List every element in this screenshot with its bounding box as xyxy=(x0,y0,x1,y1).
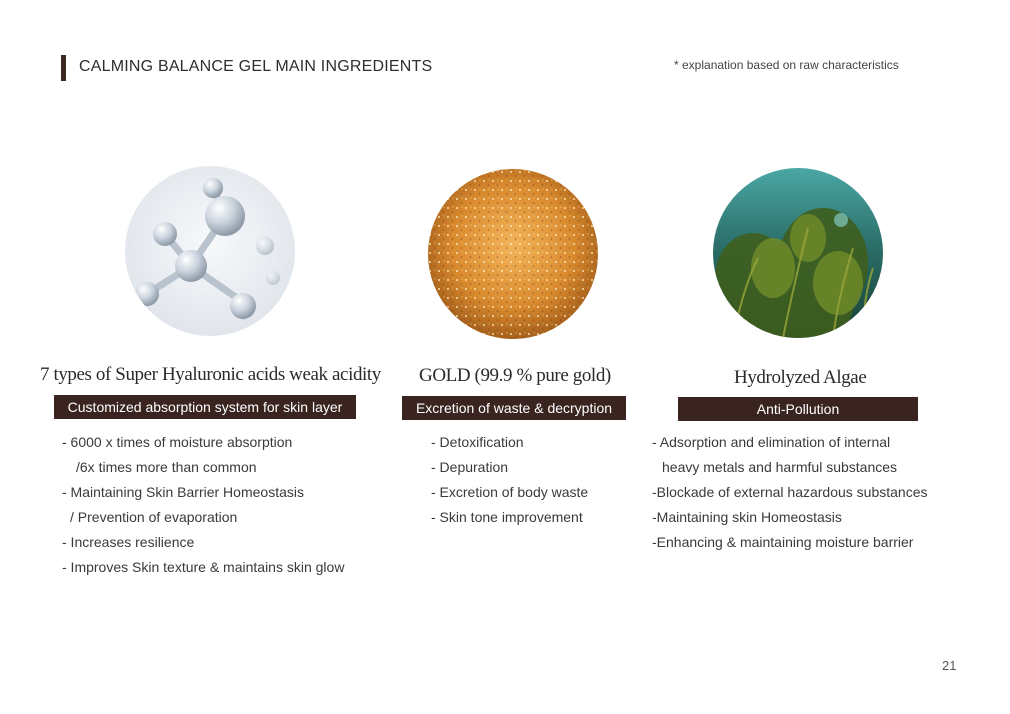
ingredient-heading-algae: Hydrolyzed Algae xyxy=(734,367,867,388)
bullet-item: - Skin tone improvement xyxy=(431,509,583,525)
ingredient-heading-gold: GOLD (99.9 % pure gold) xyxy=(419,365,611,386)
bullet-item: -Enhancing & maintaining moisture barrie… xyxy=(652,534,914,550)
page-number: 21 xyxy=(942,658,957,673)
bullet-item: / Prevention of evaporation xyxy=(70,509,238,525)
bullet-item: - Detoxification xyxy=(431,434,524,450)
ingredient-badge-gold: Excretion of waste & decryption xyxy=(402,396,626,420)
ingredient-bullets-hyaluronic: - 6000 x times of moisture absorption /6… xyxy=(62,430,344,580)
title-accent-bar xyxy=(61,55,66,81)
ingredient-bullets-gold: - Detoxification - Depuration - Excretio… xyxy=(431,430,588,530)
bullet-item: - Maintaining Skin Barrier Homeostasis xyxy=(62,484,304,500)
page-title: CALMING BALANCE GEL MAIN INGREDIENTS xyxy=(79,58,433,75)
ingredient-heading-hyaluronic: 7 types of Super Hyaluronic acids weak a… xyxy=(40,364,381,385)
bullet-item: - Excretion of body waste xyxy=(431,484,589,500)
bullet-item: - Increases resilience xyxy=(62,534,195,550)
bullet-item: - Depuration xyxy=(431,459,509,475)
ingredient-bullets-algae: - Adsorption and elimination of internal… xyxy=(652,430,928,555)
hyaluronic-molecule-image xyxy=(125,166,295,336)
bullet-item: - Adsorption and elimination of internal xyxy=(652,434,891,450)
footnote: * explanation based on raw characteristi… xyxy=(674,58,899,72)
ingredient-badge-algae: Anti-Pollution xyxy=(678,397,918,421)
bullet-item: - 6000 x times of moisture absorption xyxy=(62,434,293,450)
bullet-item: -Maintaining skin Homeostasis xyxy=(652,509,842,525)
gold-flakes-image xyxy=(428,169,598,339)
bullet-item: -Blockade of external hazardous substanc… xyxy=(652,484,928,500)
ingredient-badge-hyaluronic: Customized absorption system for skin la… xyxy=(54,395,356,419)
bullet-item: /6x times more than common xyxy=(76,459,257,475)
bullet-item: - Improves Skin texture & maintains skin… xyxy=(62,559,345,575)
bullet-item: heavy metals and harmful substances xyxy=(662,459,898,475)
algae-underwater-image xyxy=(713,168,883,338)
